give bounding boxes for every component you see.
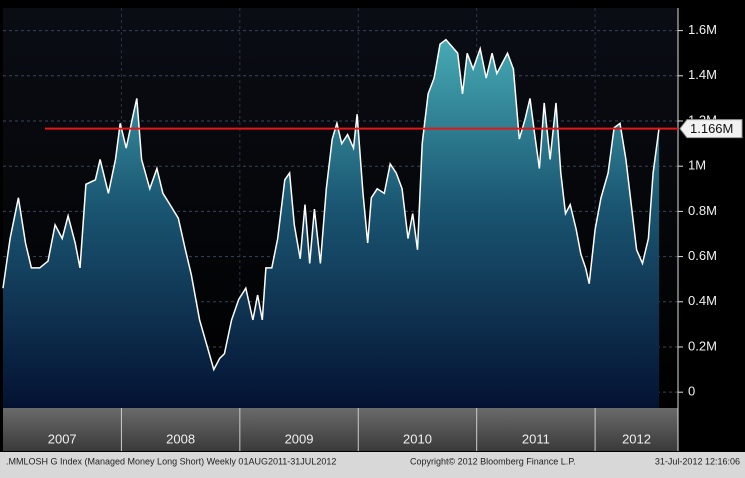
y-tick-label: 0.2M [688, 338, 717, 353]
reference-label: 1.166M [690, 121, 733, 136]
reference-label-box [679, 119, 743, 139]
y-tick-label: 0 [688, 384, 695, 399]
y-tick-label: 1.6M [688, 22, 717, 37]
x-tick-label: 2011 [522, 431, 550, 446]
x-tick-label: 2012 [622, 431, 651, 446]
line [2, 38, 660, 372]
x-tick-label: 2009 [285, 431, 314, 446]
x-tick-label: 2008 [166, 431, 195, 446]
y-tick-label: 0.4M [688, 293, 717, 308]
area-fill [3, 39, 660, 408]
y-tick-label: 1.4M [688, 67, 717, 82]
footer-left: .MMLOSH G Index (Managed Money Long Shor… [6, 456, 336, 466]
x-tick-label: 2007 [48, 431, 77, 446]
x-tick-label: 2010 [403, 431, 432, 446]
y-tick-label: 0.6M [688, 248, 717, 263]
footer-copyright: Copyright© 2012 Bloomberg Finance L.P. [410, 456, 576, 466]
y-tick-label: 1M [688, 158, 706, 173]
footer-timestamp: 31-Jul-2012 12:16:06 [655, 456, 740, 466]
y-tick-label: 0.8M [688, 203, 717, 218]
x-axis-band [3, 408, 678, 451]
